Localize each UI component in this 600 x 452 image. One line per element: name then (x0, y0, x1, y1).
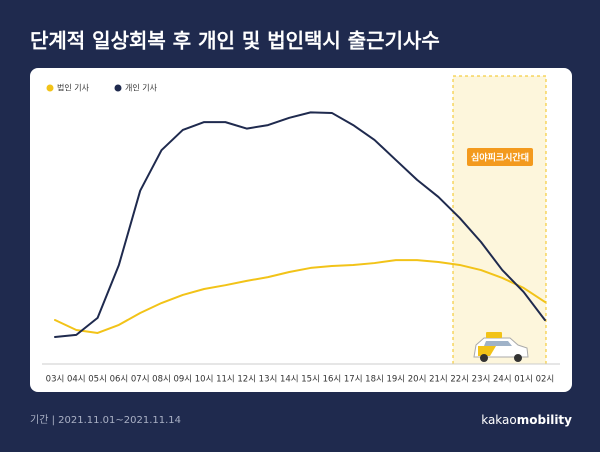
line-series (54, 259, 546, 334)
x-tick-label: 11시 (216, 375, 235, 385)
x-tick-label: 01시 (514, 375, 533, 385)
highlight-box (467, 148, 533, 166)
legend-label: 법인 기사 (57, 83, 90, 93)
highlight-band (452, 75, 547, 365)
x-tick-label: 04시 (67, 375, 86, 385)
legend: 법인 기사 개인 기사 (46, 83, 158, 93)
panel (30, 68, 572, 392)
brand-bold: mobility (517, 413, 572, 427)
x-tick-label: 10시 (195, 375, 214, 385)
x-tick-label: 24시 (493, 375, 512, 385)
x-tick-label: 08시 (152, 375, 171, 385)
x-tick-label: 16시 (323, 375, 342, 385)
highlight-label: 심야피크시간대 (471, 152, 529, 164)
chart-title: 단계적 일상회복 후 개인 및 법인택시 출근기사수 (30, 29, 440, 53)
line-series (54, 111, 546, 339)
x-tick-label: 05시 (88, 375, 107, 385)
x-tick-label: 12시 (237, 375, 256, 385)
period: 기간 | 2021.11.01~2021.11.14 (30, 414, 181, 426)
x-tick-label: 23시 (472, 375, 491, 385)
x-tick-label: 15시 (301, 375, 320, 385)
brand: kakaomobility (481, 413, 572, 427)
legend-marker (114, 84, 122, 92)
x-tick-label: 02시 (536, 375, 555, 385)
x-tick-label: 20시 (408, 375, 427, 385)
x-tick-label: 06시 (110, 375, 129, 385)
x-tick-label: 14시 (280, 375, 299, 385)
brand-light: kakao (481, 413, 517, 427)
legend-marker (46, 84, 54, 92)
x-tick-label: 13시 (259, 375, 278, 385)
x-tick-label: 17시 (344, 375, 363, 385)
x-tick-label: 22시 (450, 375, 469, 385)
x-tick-label: 19시 (386, 375, 405, 385)
legend-label: 개인 기사 (125, 83, 158, 93)
taxi-icon (473, 332, 529, 362)
x-tick-label: 07시 (131, 375, 150, 385)
plot: 03시 04시 05시 06시 07시 08시 09시 10시 11시 12시 13시 14시 15시 1… (46, 111, 555, 385)
x-tick-label: 21시 (429, 375, 448, 385)
x-tick-label: 03시 (46, 375, 65, 385)
x-tick-label: 09시 (173, 375, 192, 385)
x-tick-label: 18시 (365, 375, 384, 385)
